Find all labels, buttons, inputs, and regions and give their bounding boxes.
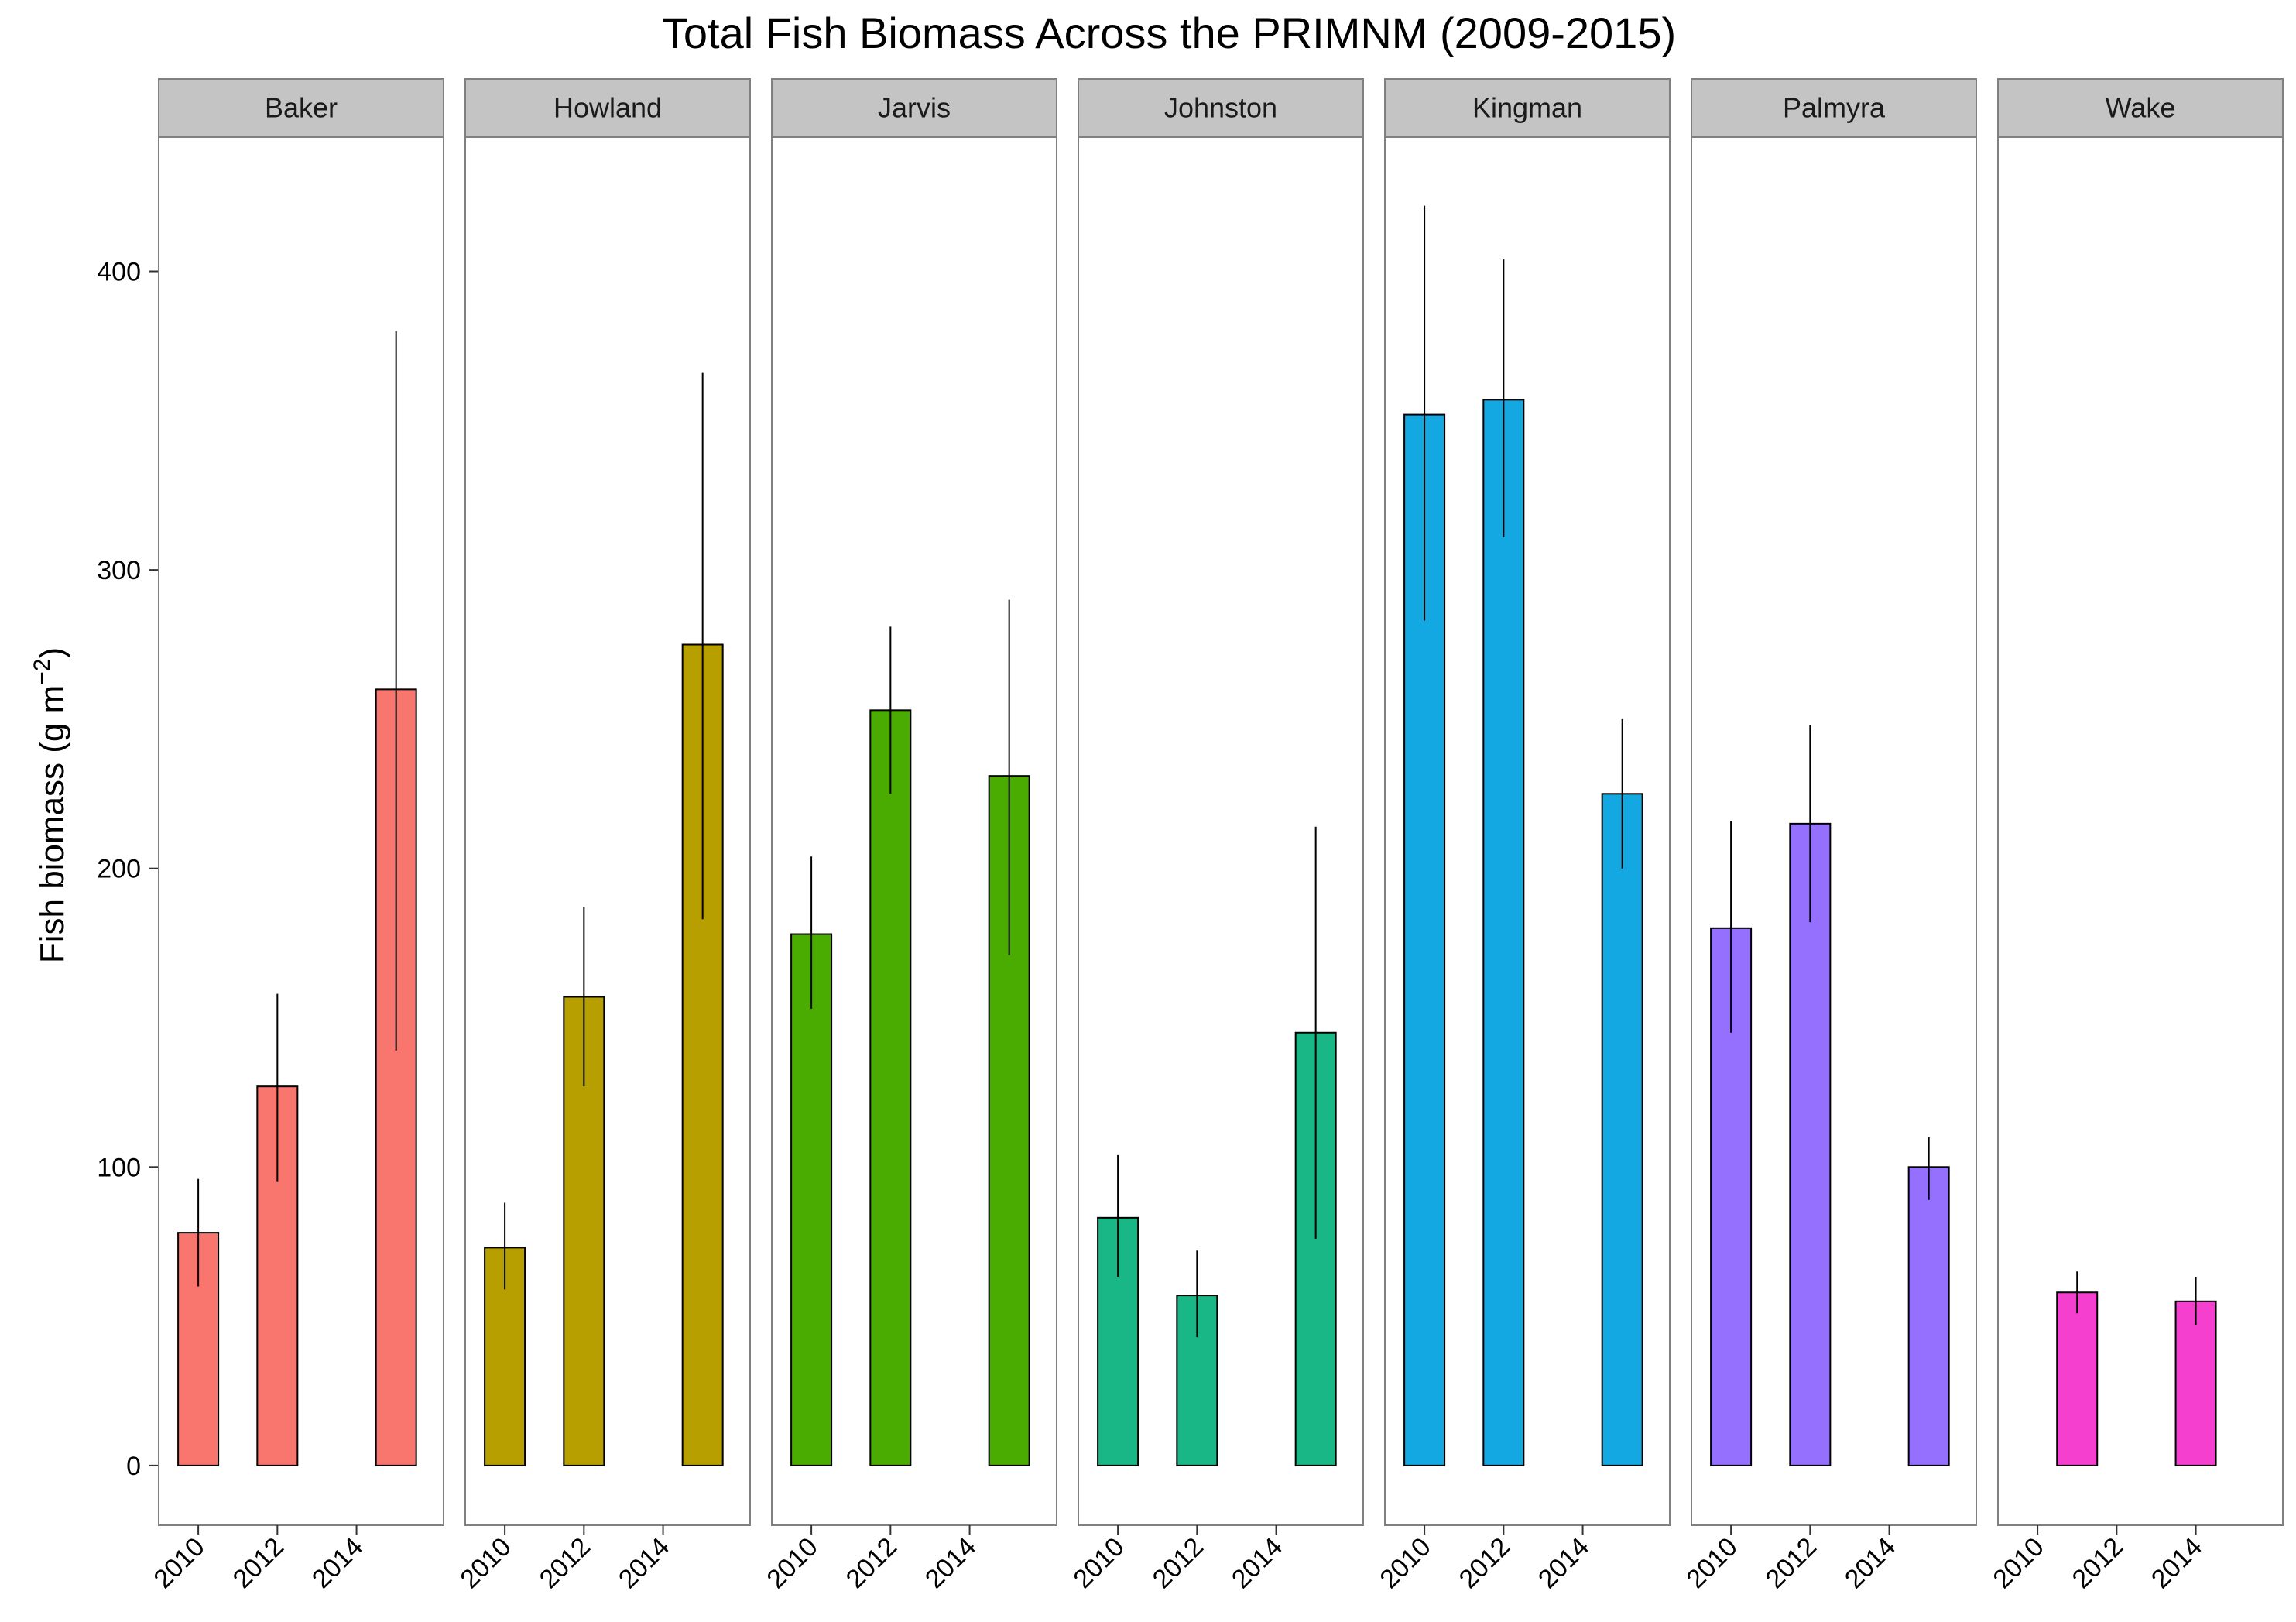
y-axis-title: Fish biomass (g m−2) [29,647,71,963]
panel-border [1997,136,2284,1526]
x-tick-label: 2012 [1454,1532,1516,1594]
facet-strip-label: Howland [553,92,662,124]
x-tick-label: 2014 [307,1532,368,1594]
facet-strip-label: Jarvis [878,92,951,124]
x-tick-label: 2012 [2067,1532,2129,1594]
facet-wake: Wake 2010 2012 2014 [1987,78,2284,1594]
x-tick-label: 2010 [1374,1532,1436,1594]
panel-border [1384,136,1671,1526]
bar [2174,1300,2217,1466]
y-axis-title-superscript: −2 [29,659,55,685]
y-tick-label: 200 [97,855,141,884]
facet-strip-label: Johnston [1164,92,1277,124]
x-tick-label: 2010 [148,1532,210,1594]
y-axis-title-text: Fish biomass (g m [33,685,71,963]
y-tick-label: 300 [97,556,141,585]
facet-palmyra: Palmyra 2010 2012 2014 [1681,78,1977,1594]
x-tick-label: 2010 [1067,1532,1129,1594]
facet-jarvis: Jarvis 2010 2012 2014 [761,78,1057,1594]
panel-border [1078,136,1364,1526]
x-tick-label: 2014 [2146,1532,2208,1594]
facet-baker: Baker 2010 2012 2014 [148,78,444,1594]
panel-border [1691,136,1977,1526]
facet-johnston: Johnston 2010 2012 2014 [1067,78,1364,1594]
y-tick-label: 400 [97,258,141,287]
y-axis-title-close: ) [33,647,71,659]
bar [790,933,833,1466]
y-tick-label: 100 [97,1153,141,1182]
facet-strip [771,78,1057,138]
x-tick-label: 2014 [613,1532,675,1594]
x-tick-label: 2010 [454,1532,516,1594]
facet-strip [1384,78,1671,138]
bar [1789,822,1832,1466]
facet-strip [464,78,751,138]
x-tick-label: 2014 [920,1532,982,1594]
chart-title: Total Fish Biomass Across the PRIMNM (20… [662,9,1676,57]
facet-strip [158,78,444,138]
bar [1601,793,1643,1466]
x-tick-label: 2014 [1226,1532,1288,1594]
x-tick-label: 2014 [1533,1532,1595,1594]
facet-strip-label: Wake [2106,92,2176,124]
facet-howland: Howland 2010 2012 2014 [454,78,751,1594]
bar [1482,399,1525,1466]
x-tick-label: 2012 [228,1532,290,1594]
bar [1907,1166,1950,1466]
x-tick-label: 2010 [761,1532,823,1594]
bar [177,1232,220,1466]
panel-border [771,136,1057,1526]
facet-strip-label: Kingman [1472,92,1582,124]
y-tick-label: 0 [126,1452,141,1481]
x-tick-label: 2012 [534,1532,596,1594]
x-tick-label: 2010 [1681,1532,1743,1594]
bar [2056,1291,2099,1466]
x-tick-label: 2014 [1839,1532,1901,1594]
facet-strip-label: Baker [265,92,338,124]
x-tick-label: 2012 [841,1532,903,1594]
y-axis: 0 100 200 300 400 [97,258,159,1481]
facet-strip [1997,78,2284,138]
panel-border [464,136,751,1526]
panel-border [158,136,444,1526]
x-tick-label: 2012 [1760,1532,1822,1594]
facet-strip-label: Palmyra [1783,92,1886,124]
x-tick-label: 2012 [1147,1532,1209,1594]
x-tick-label: 2010 [1987,1532,2049,1594]
facet-kingman: Kingman 2010 2012 2014 [1374,78,1671,1594]
bar [869,709,912,1466]
